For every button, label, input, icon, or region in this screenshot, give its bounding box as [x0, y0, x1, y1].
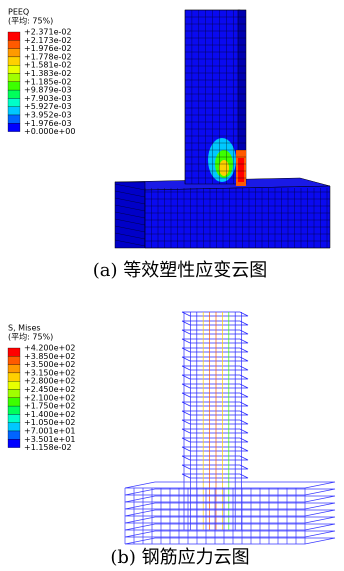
legend-title: PEEQ [8, 8, 29, 17]
legend-subtitle: (平均: 75%) [8, 16, 53, 26]
stirrup [182, 312, 248, 316]
legend-swatch [8, 65, 20, 73]
legend-swatch [8, 398, 20, 406]
stirrup [182, 438, 248, 442]
stirrup [182, 447, 248, 451]
stirrup [182, 384, 248, 388]
rebar-model [125, 312, 335, 544]
stirrup [182, 474, 248, 478]
legend-swatch [8, 431, 20, 439]
base-bar [125, 524, 335, 530]
legend-swatch [8, 90, 20, 98]
legend: PEEQ(平均: 75%)+2.371e-02+2.173e-02+1.976e… [8, 8, 75, 137]
legend: S, Mises(平均: 75%)+4.200e+02+3.850e+02+3.… [8, 324, 75, 453]
base-bar [125, 482, 335, 488]
legend-swatch [8, 390, 20, 398]
legend-subtitle: (平均: 75%) [8, 332, 53, 342]
legend-swatch [8, 123, 20, 131]
legend-swatch [8, 373, 20, 381]
stirrup [182, 420, 248, 424]
stirrup [182, 393, 248, 397]
legend-swatch [8, 32, 20, 40]
stirrup [182, 330, 248, 334]
legend-label: +0.000e+00 [24, 127, 75, 136]
base-bar [125, 503, 335, 509]
stirrup [182, 456, 248, 460]
legend-swatch [8, 365, 20, 373]
legend-swatch [8, 57, 20, 65]
figure: PEEQ(平均: 75%)+2.371e-02+2.173e-02+1.976e… [0, 0, 344, 571]
legend-swatch [8, 115, 20, 123]
legend-swatch [8, 439, 20, 447]
stirrup [182, 357, 248, 361]
base-bar [125, 531, 335, 537]
stirrup [182, 321, 248, 325]
stirrup [182, 465, 248, 469]
stirrup [182, 366, 248, 370]
legend-swatch [8, 40, 20, 48]
legend-swatch [8, 74, 20, 82]
stirrup [182, 375, 248, 379]
legend-swatch [8, 423, 20, 431]
stirrup [182, 402, 248, 406]
legend-swatch [8, 381, 20, 389]
stirrup [182, 348, 248, 352]
base-bar [125, 510, 335, 516]
base-bar [125, 496, 335, 502]
base-bar [125, 517, 335, 523]
legend-title: S, Mises [8, 324, 41, 333]
peeq-model [115, 10, 330, 248]
caption: (b) 钢筋应力云图 [110, 547, 249, 568]
legend-swatch [8, 348, 20, 356]
legend-swatch [8, 406, 20, 414]
legend-swatch [8, 49, 20, 57]
base-bar [125, 538, 335, 544]
stirrup [182, 429, 248, 433]
legend-swatch [8, 98, 20, 106]
caption: (a) 等效塑性应变云图 [93, 260, 268, 281]
legend-swatch [8, 356, 20, 364]
legend-swatch [8, 414, 20, 422]
legend-label: +1.158e-02 [24, 443, 72, 452]
stirrup [182, 339, 248, 343]
base-bar [125, 489, 335, 495]
legend-swatch [8, 82, 20, 90]
stirrup [182, 411, 248, 415]
legend-swatch [8, 107, 20, 115]
